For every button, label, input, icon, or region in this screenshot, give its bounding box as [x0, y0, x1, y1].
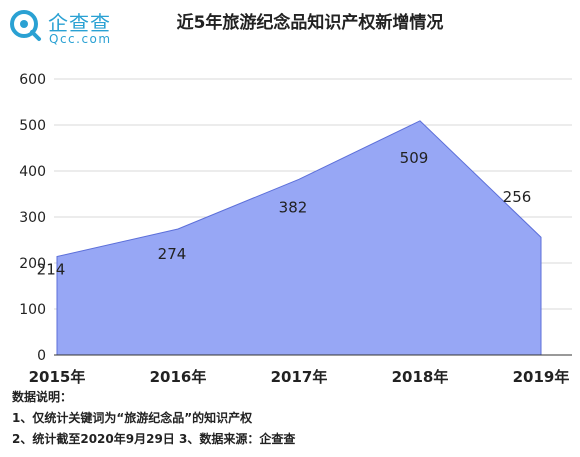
logo-name: 企查查 [48, 11, 111, 35]
logo-icon [10, 10, 41, 41]
data-label: 214 [37, 261, 66, 279]
x-tick-label: 2016年 [150, 368, 207, 385]
data-label: 256 [503, 188, 532, 206]
chart-title: 近5年旅游纪念品知识产权新增情况 [176, 13, 444, 33]
y-tick-label: 400 [19, 164, 46, 180]
y-tick-label: 500 [19, 118, 46, 134]
y-tick-label: 0 [37, 348, 46, 364]
logo-domain: Qcc.com [49, 32, 112, 46]
notes-heading: 数据说明： [12, 390, 73, 404]
data-notes: 数据说明： 1、仅统计关键词为“旅游纪念品”的知识产权 2、统计截至2020年9… [12, 387, 295, 450]
x-tick-label: 2019年 [513, 368, 570, 385]
notes-line-2: 2、统计截至2020年9月29日 3、数据来源：企查查 [12, 432, 296, 446]
y-tick-label: 200 [19, 256, 46, 272]
x-tick-label: 2017年 [271, 368, 328, 385]
area-chart: 0 100 200 300 400 500 600 214 274 382 509 256 2015年 2… [19, 72, 572, 385]
y-tick-label: 300 [19, 210, 46, 226]
data-label: 382 [279, 198, 308, 216]
x-tick-label: 2018年 [392, 368, 449, 385]
data-label: 509 [400, 149, 429, 167]
notes-line-1: 1、仅统计关键词为“旅游纪念品”的知识产权 [12, 411, 253, 425]
y-tick-label: 100 [19, 302, 46, 318]
data-label: 274 [158, 245, 187, 263]
area-series [56, 120, 542, 356]
y-tick-label: 600 [19, 72, 46, 88]
qcc-logo: 企查查 Qcc.com [8, 6, 138, 50]
x-tick-label: 2015年 [29, 368, 86, 385]
